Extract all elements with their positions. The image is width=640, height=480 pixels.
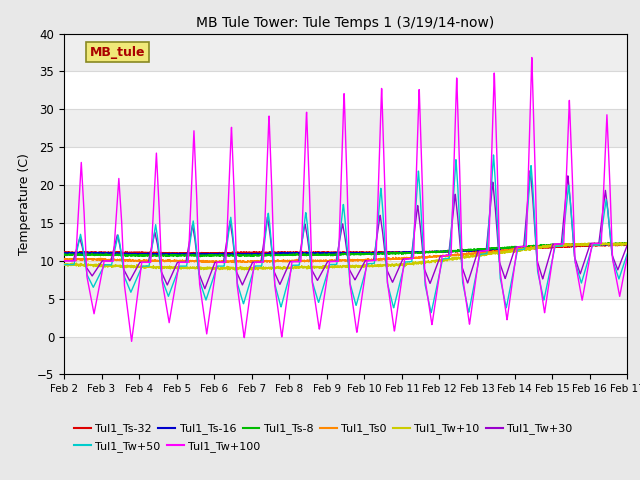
Bar <box>64 185 627 223</box>
Bar <box>64 109 627 147</box>
Text: MB_tule: MB_tule <box>90 46 145 59</box>
Y-axis label: Temperature (C): Temperature (C) <box>19 153 31 255</box>
Title: MB Tule Tower: Tule Temps 1 (3/19/14-now): MB Tule Tower: Tule Temps 1 (3/19/14-now… <box>196 16 495 30</box>
Bar <box>64 34 627 72</box>
Legend: Tul1_Tw+50, Tul1_Tw+100: Tul1_Tw+50, Tul1_Tw+100 <box>70 436 265 456</box>
Bar <box>64 336 627 374</box>
Bar <box>64 261 627 299</box>
